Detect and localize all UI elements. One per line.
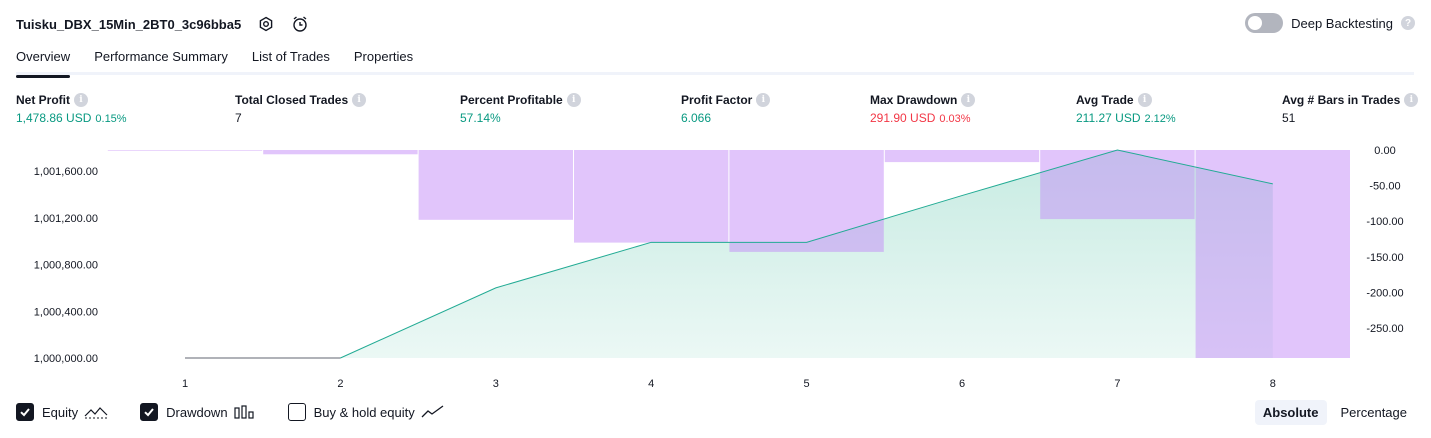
right-axis-tick: -150.00 [1366,252,1403,264]
buy-hold-line-icon [421,405,445,419]
legend-drawdown-label: Drawdown [166,404,228,420]
drawdown-bar [1040,150,1195,220]
metric-max-drawdown: Max Drawdown i 291.90 USD 0.03% [870,93,976,125]
percentage-button[interactable]: Percentage [1340,405,1408,420]
x-axis-tick: 4 [648,378,654,390]
x-axis-tick: 3 [493,378,499,390]
settings-icon[interactable] [257,15,275,33]
metric-total-closed-trades: Total Closed Trades i 7 [235,93,367,125]
metric-percent-profitable: Percent Profitable i 57.14% [460,93,581,125]
left-axis-tick: 1,001,200.00 [34,213,98,225]
left-axis-tick: 1,001,600.00 [34,166,98,178]
metric-value: 57.14% [460,111,501,125]
x-axis-tick: 5 [804,378,810,390]
left-axis-tick: 1,000,800.00 [34,260,98,272]
metric-label: Total Closed Trades [235,93,349,107]
metric-avg-bars-in-trades: Avg # Bars in Trades i 51 [1282,93,1419,125]
deep-backtesting-control: Deep Backtesting ? [1245,13,1415,33]
info-icon[interactable]: i [756,93,771,107]
metric-label: Percent Profitable [460,93,563,107]
drawdown-bar [574,150,729,243]
equity-area [340,150,1273,358]
drawdown-bar [884,150,1040,163]
deep-backtesting-label: Deep Backtesting [1291,15,1393,31]
metric-net-profit: Net Profit i 1,478.86 USD 0.15% [16,93,127,125]
metric-percent: 2.12% [1144,113,1176,125]
metric-value: 211.27 USD [1076,111,1141,125]
info-icon[interactable]: i [74,93,88,107]
right-axis-tick: -200.00 [1366,287,1403,299]
right-axis-tick: -250.00 [1366,323,1403,335]
metrics-row: Net Profit i 1,478.86 USD 0.15% Total Clos… [0,93,1431,133]
buy-hold-checkbox[interactable] [287,403,306,421]
legend-buy-hold-label: Buy & hold equity [313,404,415,420]
right-axis-tick: -50.00 [1369,181,1400,193]
info-icon[interactable]: i [1137,93,1152,107]
metric-value: 51 [1282,111,1296,125]
drawdown-bar [418,150,573,220]
equity-drawdown-chart[interactable]: 1,001,600.00 1,001,200.00 1,000,800.00 1,00… [0,140,1431,395]
x-axis-tick: 7 [1114,378,1120,390]
drawdown-checkbox[interactable] [140,403,159,421]
equity-checkbox[interactable] [16,403,34,421]
metric-label: Profit Factor [681,93,753,107]
metric-value: 1,478.86 USD [16,111,92,125]
legend-drawdown[interactable]: Drawdown [140,403,255,421]
equity-line-icon [84,405,108,419]
tab-performance-summary[interactable]: Performance Summary [94,49,228,64]
tab-list-of-trades[interactable]: List of Trades [251,49,330,64]
tab-properties[interactable]: Properties [353,49,414,64]
drawdown-bars-icon [233,405,256,419]
display-mode-switch: Absolute Percentage [1254,400,1415,425]
metric-profit-factor: Profit Factor i 6.066 [681,93,771,125]
strategy-title: Tuisku_DBX_15Min_2BT0_3c96bba5 [16,16,242,32]
metric-avg-trade: Avg Trade i 211.27 USD 2.12% [1076,93,1176,125]
left-axis-tick: 1,000,400.00 [34,306,98,318]
metric-value: 6.066 [681,111,712,125]
metric-value: 7 [235,111,242,125]
metric-value: 291.90 USD [870,111,936,125]
metric-percent: 0.03% [939,113,971,125]
drawdown-bar [107,150,263,151]
x-axis-tick: 2 [337,378,343,390]
info-icon[interactable]: i [352,93,367,107]
chart-legend: Equity Drawdown Buy & hold equity [16,403,477,421]
absolute-button[interactable]: Absolute [1254,400,1327,425]
x-axis-tick: 1 [182,378,188,390]
info-icon[interactable]: i [961,93,976,107]
left-axis-tick: 1,000,000.00 [34,353,98,365]
x-axis-tick: 6 [959,378,965,390]
legend-buy-hold[interactable]: Buy & hold equity [287,403,445,421]
metric-label: Net Profit [16,93,70,107]
metric-percent: 0.15% [95,113,127,125]
x-axis-tick: 8 [1270,378,1276,390]
add-alert-icon[interactable] [291,15,309,33]
metric-label: Avg # Bars in Trades [1282,93,1401,107]
legend-equity-label: Equity [42,404,79,420]
drawdown-bar [263,150,418,155]
help-icon[interactable]: ? [1401,16,1415,30]
tab-overview[interactable]: Overview [16,44,71,78]
drawdown-bar [729,150,884,252]
metric-label: Avg Trade [1076,93,1134,107]
right-axis-tick: 0.00 [1374,145,1395,157]
deep-backtesting-toggle[interactable] [1245,13,1284,33]
strategy-header: Tuisku_DBX_15Min_2BT0_3c96bba5 [16,12,309,36]
info-icon[interactable]: i [566,93,581,107]
info-icon[interactable]: i [1404,93,1419,107]
legend-equity[interactable]: Equity [16,403,108,421]
metric-label: Max Drawdown [870,93,958,107]
right-axis-tick: -100.00 [1366,216,1403,228]
drawdown-bar [1195,150,1350,358]
report-tabs: Overview Performance Summary List of Tra… [16,44,1414,78]
